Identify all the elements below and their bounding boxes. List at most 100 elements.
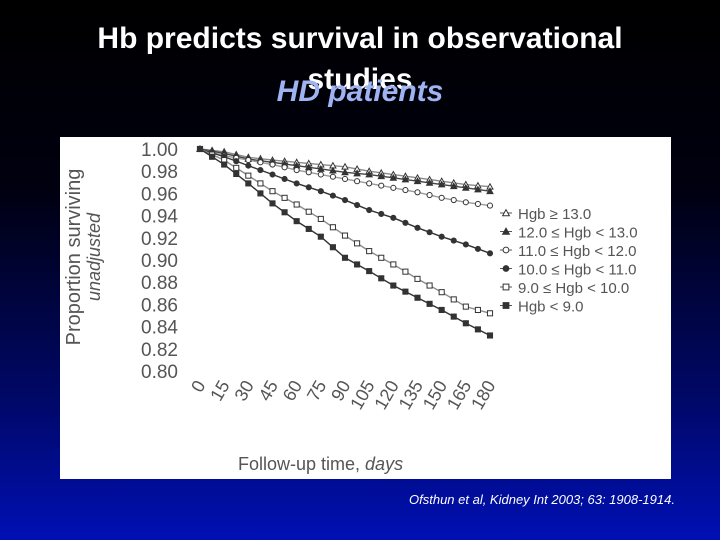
data-point [341,197,349,204]
data-point [366,180,373,187]
data-point [390,214,397,221]
data-point [329,244,336,251]
y-tick-label: 0.94 [141,207,178,228]
data-point [413,177,422,185]
data-point [329,166,337,174]
data-point [426,192,433,199]
data-point [245,172,252,179]
data-point [293,201,300,208]
data-point [257,159,264,166]
data-point [474,306,481,313]
data-point [233,164,240,171]
y-tick-label: 0.82 [141,340,178,361]
data-point [305,208,312,215]
x-tick-label: 180 [467,377,499,413]
data-point [269,188,276,195]
legend-marker [502,246,510,254]
x-tick-label: 105 [346,377,378,413]
chart-panel: 1.00 0.98 0.96 0.94 0.92 0.90 0.88 0.86 0.84 0.82… [60,137,671,479]
data-point [341,168,349,176]
data-point [486,250,494,257]
y-tick-label: 0.84 [141,318,178,339]
data-point [474,185,482,193]
data-point [353,169,361,177]
data-point [390,282,397,289]
y-tick-label: 0.90 [141,251,178,272]
data-point [354,178,361,185]
data-point [257,167,264,174]
data-point [462,241,469,248]
x-tick-label: 45 [255,377,282,404]
legend-entry: Hgb ≥ 13.0 [518,206,591,223]
data-point [462,303,469,310]
data-point [281,194,288,201]
data-point [462,199,469,206]
data-point [269,200,276,207]
data-point [438,289,445,296]
y-tick-label: 0.98 [141,162,178,183]
data-point [233,158,240,165]
legend-marker [502,265,510,272]
title-subtitle-overlap: studies HD patients [0,63,720,109]
data-point [221,161,228,168]
data-point [474,200,481,207]
citation: Ofsthun et al, Kidney Int 2003; 63: 1908… [409,492,675,507]
data-point [474,245,481,252]
survival-chart: 1.000.980.960.940.920.900.880.860.840.82… [63,140,638,474]
data-point [233,170,240,178]
data-point [402,268,409,275]
data-point [402,187,409,194]
data-point [329,173,336,180]
x-tick-label: 15 [206,377,233,404]
slide-title-line2: studies [307,63,413,96]
data-point [438,306,445,313]
data-point [305,169,312,176]
data-point [414,224,421,231]
x-tick-label: 60 [279,377,306,404]
data-point [377,172,386,180]
data-point [486,187,494,195]
x-tick-label: 135 [395,377,427,413]
data-point [341,254,349,261]
y-tick-label: 0.96 [141,184,178,205]
x-axis-label-text: Follow-up time, [238,454,365,474]
data-point [389,173,398,181]
data-point [245,157,252,164]
slide-subtitle: HD patients [276,75,444,108]
data-point [426,282,433,289]
data-point [462,320,469,327]
y-tick-label: 0.92 [141,229,178,250]
data-point [461,183,470,191]
data-point [269,161,276,168]
legend-marker [502,283,510,291]
data-point [426,229,433,236]
legend-entry: 12.0 ≤ Hgb < 13.0 [518,225,638,242]
data-point [317,171,324,178]
data-point [450,237,457,244]
x-tick-label: 30 [230,377,257,404]
data-point [305,225,312,232]
data-point [245,180,252,187]
data-point [486,332,494,339]
data-point [196,145,204,153]
data-point [366,207,373,214]
data-point [426,300,433,307]
data-point [281,209,288,216]
legend-entry: Hgb < 9.0 [518,299,583,316]
data-point [281,164,288,171]
data-point [365,170,374,178]
legend-entry: 10.0 ≤ Hgb < 11.0 [518,262,636,279]
data-point [414,189,421,196]
data-point [317,233,324,240]
data-point [341,175,349,183]
data-point [425,178,434,186]
y-tick-label: 0.86 [141,295,178,316]
data-point [474,326,481,333]
data-point [329,192,336,199]
data-point [293,218,300,225]
y-tick-label: 1.00 [141,140,178,161]
data-point [354,240,361,247]
data-point [281,175,288,183]
data-point [354,202,361,209]
x-tick-label: 75 [303,377,330,404]
